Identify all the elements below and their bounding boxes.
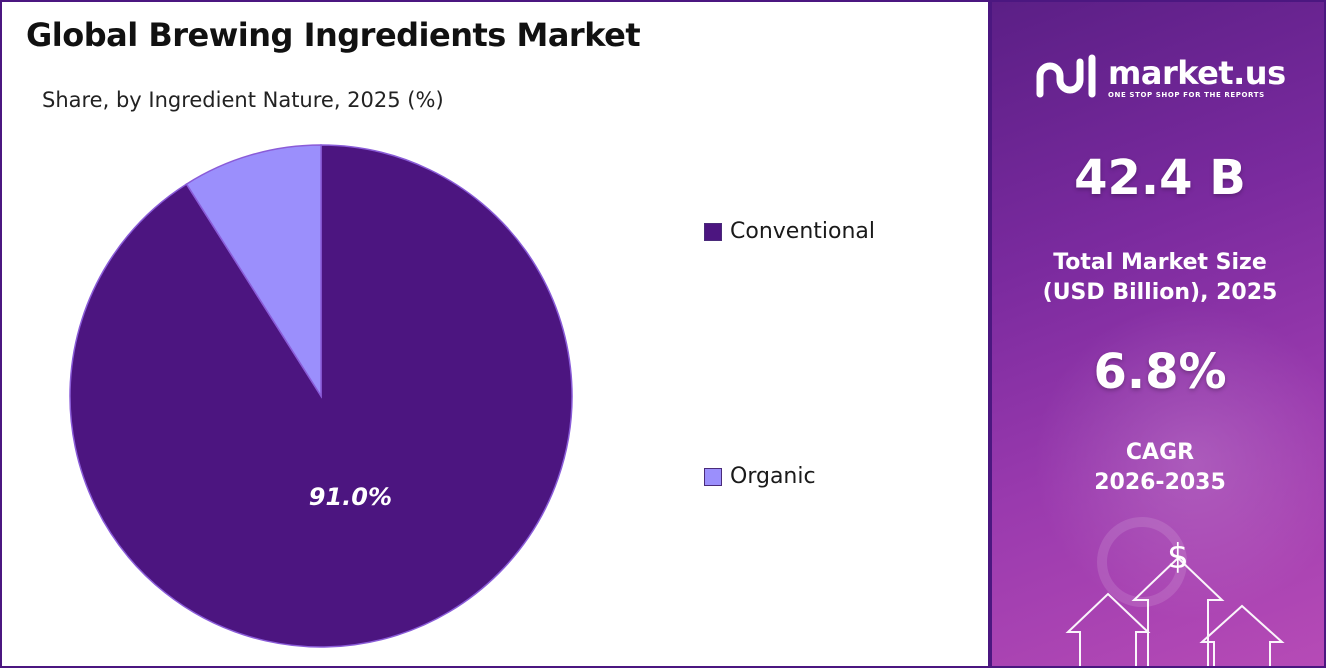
data-label-conventional: 91.0% (309, 483, 392, 511)
stats-side-panel: $ market.us ONE STOP SHOP FOR THE REPORT… (990, 0, 1326, 668)
legend-label-conventional: Conventional (730, 219, 875, 244)
legend-item-conventional: Conventional (704, 219, 875, 244)
market-size-label-line1: Total Market Size (1053, 250, 1267, 275)
chart-subtitle: Share, by Ingredient Nature, 2025 (%) (42, 88, 444, 112)
cagr-period: 2026-2035 (1094, 470, 1226, 495)
legend-swatch-organic (704, 467, 722, 486)
market-size-label-line2: (USD Billion), 2025 (1042, 280, 1278, 305)
brand-logo: market.us ONE STOP SHOP FOR THE REPORTS (1034, 50, 1286, 104)
arrow-left-icon (1065, 592, 1151, 666)
market-size-value: 42.4 B (1074, 150, 1246, 206)
cagr-label: CAGR (1125, 440, 1195, 465)
coin-icon (1097, 517, 1187, 607)
cagr-value: 6.8% (1093, 344, 1227, 400)
brand-name: market.us (1108, 53, 1286, 92)
market-us-logo-icon (1036, 54, 1096, 98)
pie-chart: 91.0% (69, 144, 573, 648)
pie-slice-organic (185, 144, 322, 399)
arrow-middle-icon (1131, 556, 1225, 666)
arrow-right-icon (1199, 604, 1285, 666)
brand-tagline: ONE STOP SHOP FOR THE REPORTS (1108, 90, 1265, 99)
chart-title: Global Brewing Ingredients Market (26, 16, 641, 54)
legend-item-organic: Organic (704, 464, 816, 489)
dollar-sign-icon: $ (1167, 537, 1189, 577)
growth-arrows-decoration: $ (1065, 517, 1285, 666)
chart-panel: Global Brewing Ingredients Market Share,… (0, 0, 990, 668)
legend-label-organic: Organic (730, 464, 816, 489)
background-glow (1032, 302, 1324, 622)
legend-swatch-conventional (704, 222, 722, 241)
